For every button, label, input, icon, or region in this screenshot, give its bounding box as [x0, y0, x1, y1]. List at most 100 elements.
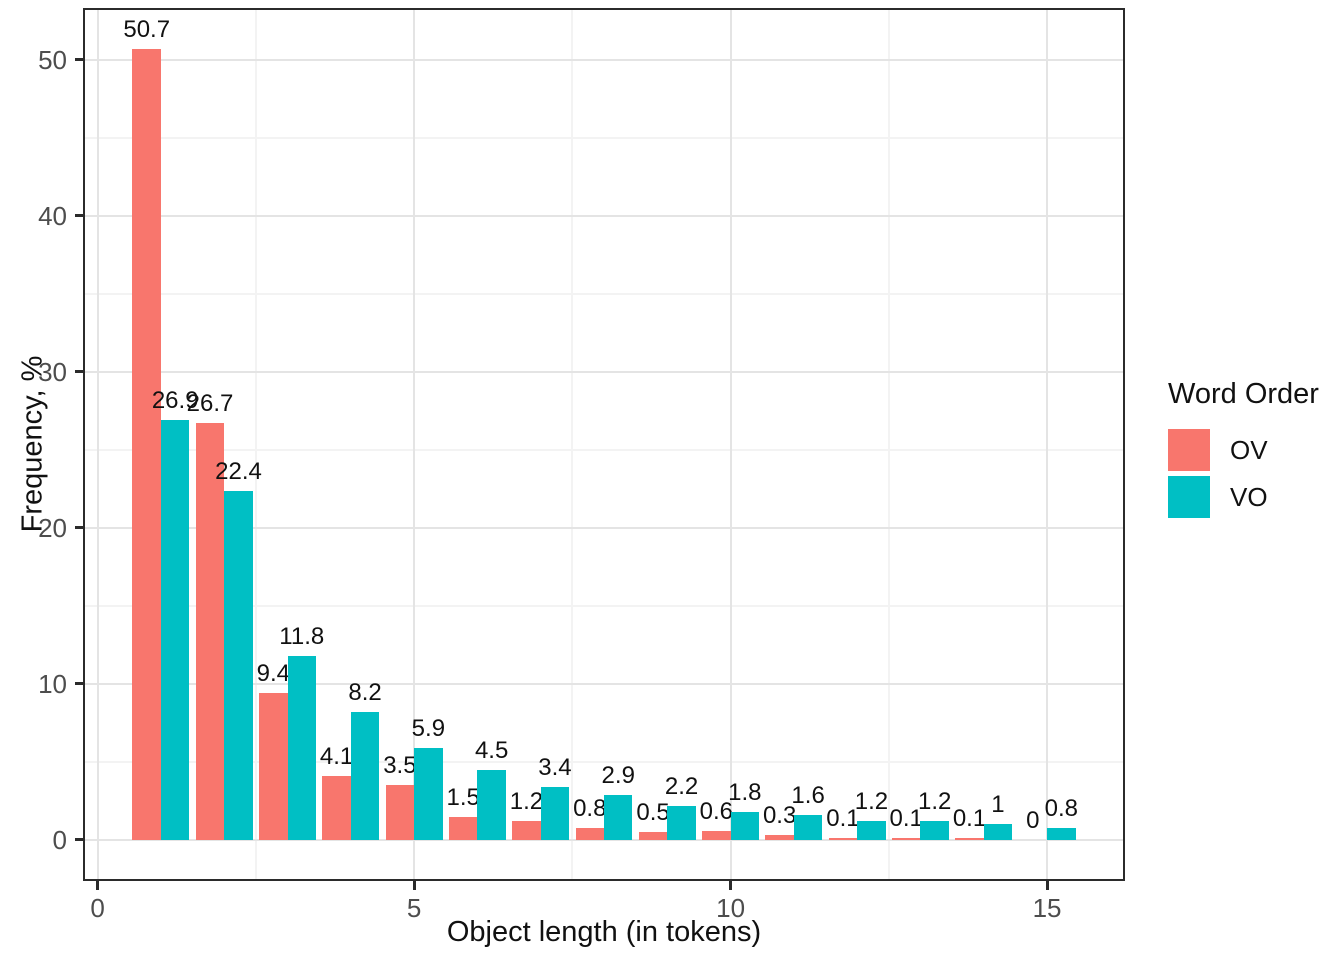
bar-ov-3 [259, 693, 288, 840]
bar-ov-5 [385, 785, 415, 840]
y-major-gridline [85, 214, 1123, 217]
legend: Word Order OV VO [1168, 378, 1324, 523]
x-axis-tick [1045, 881, 1049, 890]
value-label-vo-11: 1.6 [791, 782, 825, 810]
y-minor-gridline [85, 604, 1123, 607]
x-tick-label: 5 [406, 893, 422, 923]
x-axis-tick [412, 881, 416, 890]
bar-ov-11 [765, 835, 794, 840]
y-axis-tick [75, 214, 83, 218]
bar-ov-14 [955, 838, 984, 840]
bar-ov-9 [638, 832, 668, 840]
bar-ov-1 [132, 49, 161, 840]
value-label-vo-7: 3.4 [538, 753, 572, 781]
value-label-vo-15: 0.8 [1044, 794, 1078, 822]
y-tick-label: 10 [38, 668, 67, 699]
value-label-ov-1: 50.7 [123, 16, 171, 44]
x-major-gridline [96, 10, 99, 879]
bar-vo-2 [224, 490, 253, 840]
x-minor-gridline [887, 10, 890, 879]
value-label-ov-13: 0.1 [889, 805, 923, 833]
y-axis-tick [75, 838, 83, 842]
bar-ov-10 [702, 830, 731, 840]
x-minor-gridline [571, 10, 574, 879]
value-label-vo-13: 1.2 [918, 788, 952, 816]
y-tick-label: 40 [38, 200, 67, 231]
y-axis-tick [75, 526, 83, 530]
bar-vo-1 [160, 420, 190, 840]
x-tick-label: 15 [1032, 893, 1062, 923]
bar-vo-8 [604, 794, 633, 840]
y-tick-label: 0 [52, 824, 67, 855]
bar-ov-8 [575, 827, 604, 840]
y-minor-gridline [85, 761, 1123, 763]
y-axis-title: Frequency, % [16, 355, 49, 533]
value-label-ov-4: 4.1 [319, 743, 354, 771]
bar-ov-2 [195, 423, 225, 840]
bar-ov-13 [891, 838, 921, 840]
x-major-gridline [729, 10, 732, 879]
value-label-vo-8: 2.9 [601, 761, 635, 789]
value-label-ov-6: 1.5 [446, 783, 480, 811]
legend-title: Word Order [1168, 378, 1319, 410]
value-label-ov-11: 0.3 [762, 802, 797, 830]
y-major-gridline [85, 682, 1123, 685]
x-axis-tick [96, 881, 100, 890]
value-label-vo-10: 1.8 [728, 778, 762, 806]
y-axis-tick [75, 370, 83, 374]
x-major-gridline [413, 10, 416, 879]
value-label-vo-1: 26.9 [151, 387, 199, 415]
bar-ov-4 [322, 776, 351, 840]
y-major-gridline [85, 58, 1123, 61]
value-label-vo-12: 1.2 [854, 788, 889, 816]
value-label-ov-12: 0.1 [826, 805, 860, 833]
y-axis-tick [75, 682, 83, 686]
value-label-ov-5: 3.5 [383, 752, 417, 780]
legend-key-ov: OV [1168, 429, 1324, 471]
legend-label-ov: OV [1230, 434, 1268, 465]
vo-color-swatch [1168, 476, 1210, 518]
value-label-ov-14: 0.1 [952, 805, 987, 833]
x-axis-tick [729, 881, 733, 890]
value-label-ov-10: 0.6 [699, 797, 734, 825]
value-label-vo-4: 8.2 [348, 679, 382, 707]
value-label-ov-2: 26.7 [186, 390, 234, 418]
x-tick-label: 0 [90, 893, 105, 923]
bar-vo-6 [477, 769, 506, 840]
value-label-vo-3: 11.8 [279, 622, 325, 650]
bar-vo-3 [287, 655, 316, 840]
x-axis-title: Object length (in tokens) [446, 916, 762, 948]
x-minor-gridline [254, 10, 257, 879]
value-label-vo-6: 4.5 [474, 736, 509, 764]
y-tick-label: 20 [38, 512, 67, 543]
value-label-ov-9: 0.5 [636, 799, 670, 827]
legend-label-vo: VO [1230, 481, 1268, 512]
bar-vo-14 [983, 824, 1013, 840]
y-major-gridline [85, 370, 1123, 373]
y-minor-gridline [85, 292, 1123, 295]
x-major-gridline [1046, 10, 1049, 879]
ov-color-swatch [1168, 429, 1210, 471]
y-tick-label: 30 [38, 356, 67, 387]
y-major-gridline [85, 839, 1123, 841]
value-label-vo-5: 5.9 [411, 714, 446, 742]
bar-vo-10 [730, 811, 760, 840]
value-label-vo-2: 22.4 [215, 457, 262, 485]
bar-vo-13 [920, 821, 949, 840]
bar-vo-5 [414, 747, 443, 840]
bar-vo-9 [667, 805, 696, 840]
bar-vo-7 [540, 786, 570, 840]
value-label-vo-14: 1 [991, 791, 1005, 819]
value-label-vo-9: 2.2 [664, 772, 699, 800]
y-major-gridline [85, 526, 1123, 529]
bar-vo-4 [350, 712, 380, 840]
x-tick-label: 10 [716, 893, 746, 923]
y-axis-tick [75, 58, 83, 62]
value-label-ov-3: 9.4 [256, 660, 290, 688]
value-label-ov-7: 1.2 [509, 788, 544, 816]
y-minor-gridline [85, 136, 1123, 139]
bar-ov-7 [512, 821, 541, 840]
y-tick-label: 50 [38, 44, 67, 75]
value-label-ov-15: 0 [1026, 807, 1040, 834]
